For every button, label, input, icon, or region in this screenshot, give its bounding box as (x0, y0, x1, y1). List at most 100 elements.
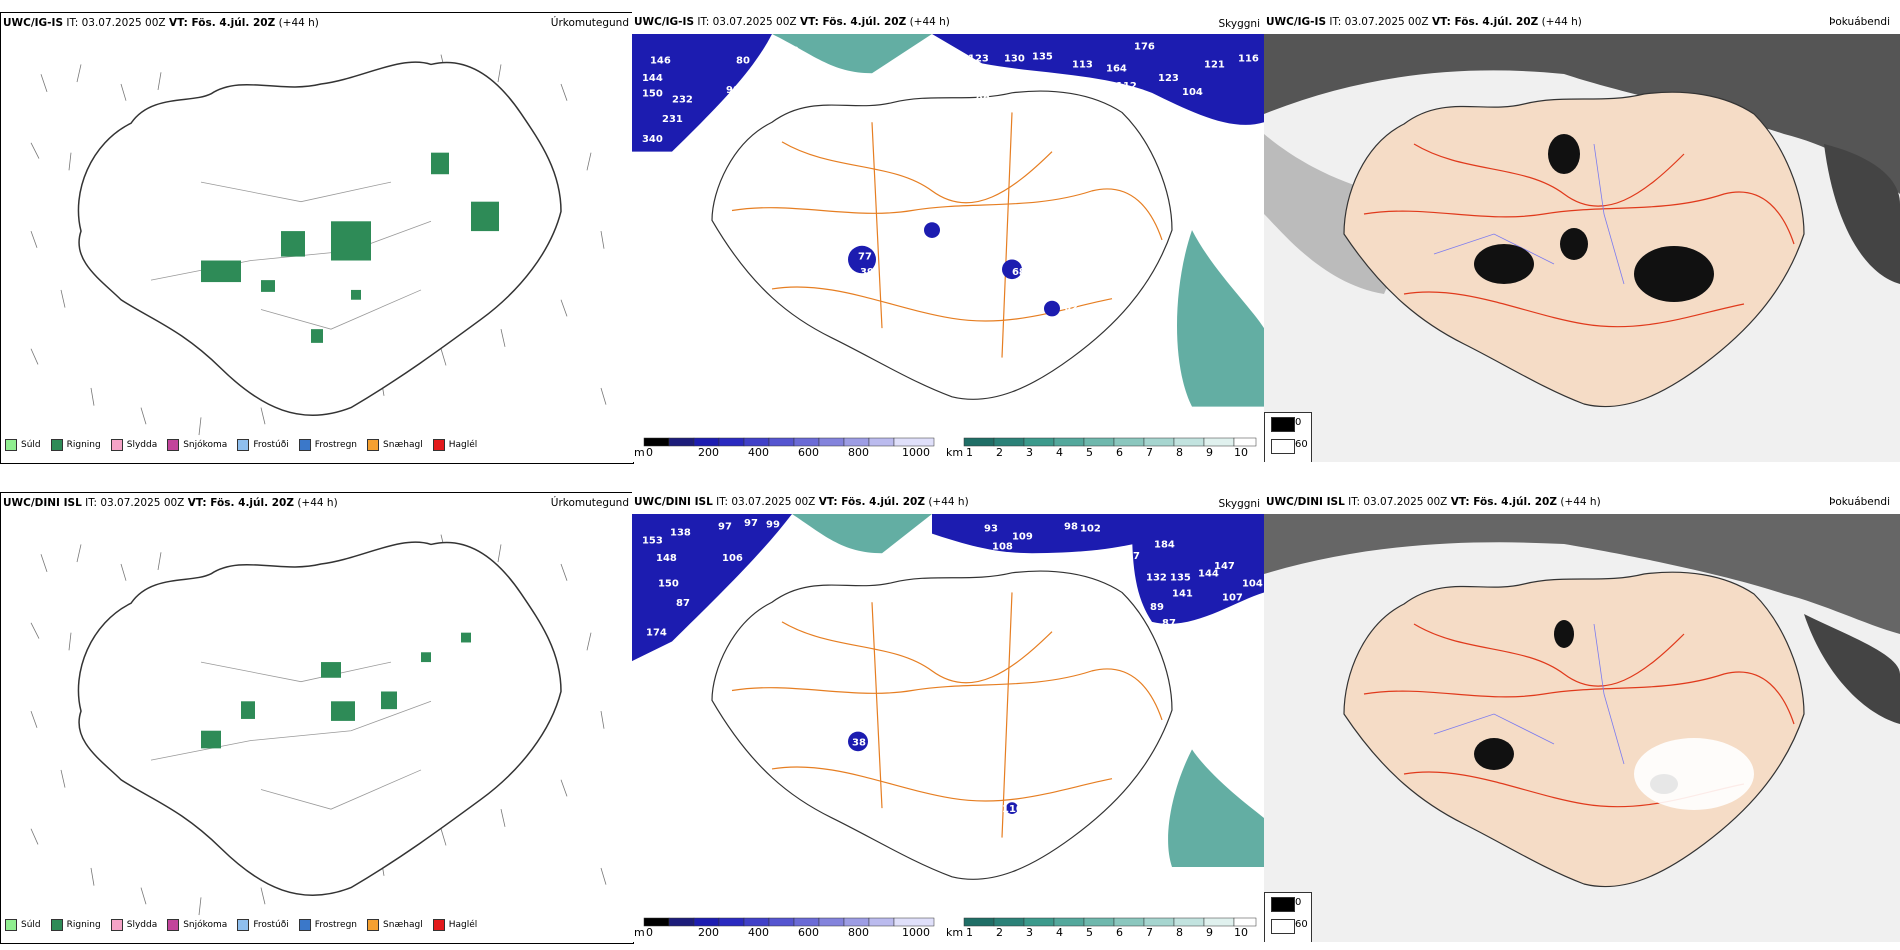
cloudbase-tick: 800 (848, 446, 869, 459)
cloudbase-tick: 1000 (902, 446, 930, 459)
svg-text:93: 93 (992, 105, 1006, 116)
swatch-icon (50, 919, 63, 931)
visibility-tick: 10 (1234, 446, 1248, 459)
swatch-icon (167, 439, 180, 451)
svg-text:110: 110 (1002, 804, 1023, 815)
legend-item: Snjókoma (167, 439, 227, 451)
svg-text:74: 74 (1184, 154, 1198, 165)
legend-item: Rigning (50, 919, 101, 931)
svg-text:62: 62 (1064, 303, 1078, 314)
legend-item: Slydda (110, 919, 157, 931)
legend-item: Frostregn (298, 439, 357, 451)
svg-text:106: 106 (722, 553, 743, 564)
legend-item: Frostúði (237, 439, 289, 451)
swatch-icon (1271, 897, 1295, 912)
panel-type-label: Úrkomutegund (550, 497, 629, 509)
swatch-icon (1271, 919, 1295, 934)
legend-item: Frostregn (298, 919, 357, 931)
fog-map[interactable] (1264, 514, 1900, 942)
svg-text:144: 144 (1198, 569, 1219, 580)
fog-panel-row1: UWC/IG-IS IT: 03.07.2025 00Z VT: Fös. 4.… (1264, 12, 1900, 462)
visibility-tick: 9 (1206, 926, 1213, 939)
fog-legend: 0 60 (1264, 412, 1312, 462)
svg-text:113: 113 (1072, 59, 1093, 70)
visibility-tick: 5 (1086, 926, 1093, 939)
panel-type-label: Þokuábendi (1829, 496, 1890, 508)
svg-text:141: 141 (1172, 588, 1193, 599)
svg-text:109: 109 (1012, 532, 1033, 543)
svg-text:68: 68 (1012, 267, 1026, 278)
precip-map[interactable] (1, 515, 633, 917)
legend-item: Snjókoma (167, 919, 227, 931)
svg-text:98: 98 (726, 85, 740, 96)
fog-map[interactable] (1264, 34, 1900, 462)
cloudbase-tick: 0 (646, 446, 653, 459)
visibility-tick: 7 (1146, 926, 1153, 939)
swatch-icon (1271, 417, 1295, 432)
precip-type-panel-row1: UWC/IG-IS IT: 03.07.2025 00Z VT: Fös. 4.… (0, 12, 634, 464)
svg-text:150: 150 (658, 579, 679, 590)
swatch-icon (432, 919, 445, 931)
precip-map[interactable] (1, 35, 633, 437)
svg-text:184: 184 (1154, 539, 1175, 550)
svg-text:164: 164 (1106, 63, 1127, 74)
svg-text:123: 123 (1158, 73, 1179, 84)
svg-text:176: 176 (1134, 42, 1155, 53)
svg-text:232: 232 (672, 95, 693, 106)
precip-legend: Súld Rigning Slydda Snjókoma Frostúði Fr… (5, 439, 477, 451)
svg-text:107: 107 (1222, 592, 1243, 603)
legend-item: Rigning (50, 439, 101, 451)
svg-text:340: 340 (642, 134, 663, 145)
svg-text:88: 88 (1196, 169, 1210, 180)
visibility-tick: 8 (1176, 926, 1183, 939)
svg-text:147: 147 (1214, 561, 1235, 572)
panel-type-label: Skyggni (1218, 18, 1261, 30)
visibility-tick: 10 (1234, 926, 1248, 939)
svg-text:108: 108 (992, 541, 1013, 552)
visibility-map[interactable]: 153 138 97 97 99 103 148 106 150 87 174 … (632, 514, 1264, 916)
svg-text:68: 68 (900, 254, 914, 265)
panel-title: UWC/DINI ISL IT: 03.07.2025 00Z VT: Fös.… (1266, 496, 1601, 508)
cloudbase-tick: 0 (646, 926, 653, 939)
visibility-tick: 2 (996, 926, 1003, 939)
fog-legend: 0 60 (1264, 892, 1312, 942)
fog-legend-label: 0 (1295, 897, 1302, 908)
svg-text:38: 38 (852, 737, 866, 748)
svg-text:97: 97 (744, 518, 758, 529)
swatch-icon (5, 919, 17, 931)
visibility-panel-row1: UWC/IG-IS IT: 03.07.2025 00Z VT: Fös. 4.… (632, 12, 1264, 462)
precip-type-panel-row2: UWC/DINI ISL IT: 03.07.2025 00Z VT: Fös.… (0, 492, 634, 944)
visibility-map[interactable]: 146 144 150 232 231 340 80 104 113 98 10… (632, 34, 1264, 436)
svg-text:199: 199 (662, 651, 683, 662)
visibility-tick: 4 (1056, 926, 1063, 939)
legend-item: Haglél (432, 439, 477, 451)
svg-text:89: 89 (1202, 154, 1216, 165)
svg-text:109: 109 (720, 110, 741, 121)
svg-text:111: 111 (988, 69, 1009, 80)
precip-legend: Súld Rigning Slydda Snjókoma Frostúði Fr… (5, 919, 477, 931)
cloudbase-tick: 200 (698, 926, 719, 939)
svg-text:93: 93 (984, 524, 998, 535)
legend-item: Súld (5, 439, 41, 451)
svg-text:77: 77 (892, 193, 906, 204)
legend-item: Snæhagl (367, 919, 423, 931)
visibility-unit: km (946, 446, 964, 459)
visibility-tick: 1 (966, 926, 973, 939)
svg-text:102: 102 (1080, 524, 1101, 535)
visibility-tick: 5 (1086, 446, 1093, 459)
svg-text:174: 174 (646, 628, 667, 639)
svg-text:98: 98 (1064, 522, 1078, 533)
visibility-unit: km (946, 926, 964, 939)
swatch-icon (5, 439, 17, 451)
svg-text:146: 146 (650, 55, 671, 66)
svg-text:123: 123 (968, 54, 989, 65)
svg-text:148: 148 (656, 553, 677, 564)
legend-item: Frostúði (237, 919, 289, 931)
panel-title: UWC/IG-IS IT: 03.07.2025 00Z VT: Fös. 4.… (634, 16, 950, 28)
swatch-icon (298, 919, 311, 931)
panel-title: UWC/IG-IS IT: 03.07.2025 00Z VT: Fös. 4.… (1266, 16, 1582, 28)
legend-item: Snæhagl (367, 439, 423, 451)
visibility-tick: 7 (1146, 446, 1153, 459)
svg-text:99: 99 (766, 520, 780, 531)
visibility-panel-row2: UWC/DINI ISL IT: 03.07.2025 00Z VT: Fös.… (632, 492, 1264, 942)
